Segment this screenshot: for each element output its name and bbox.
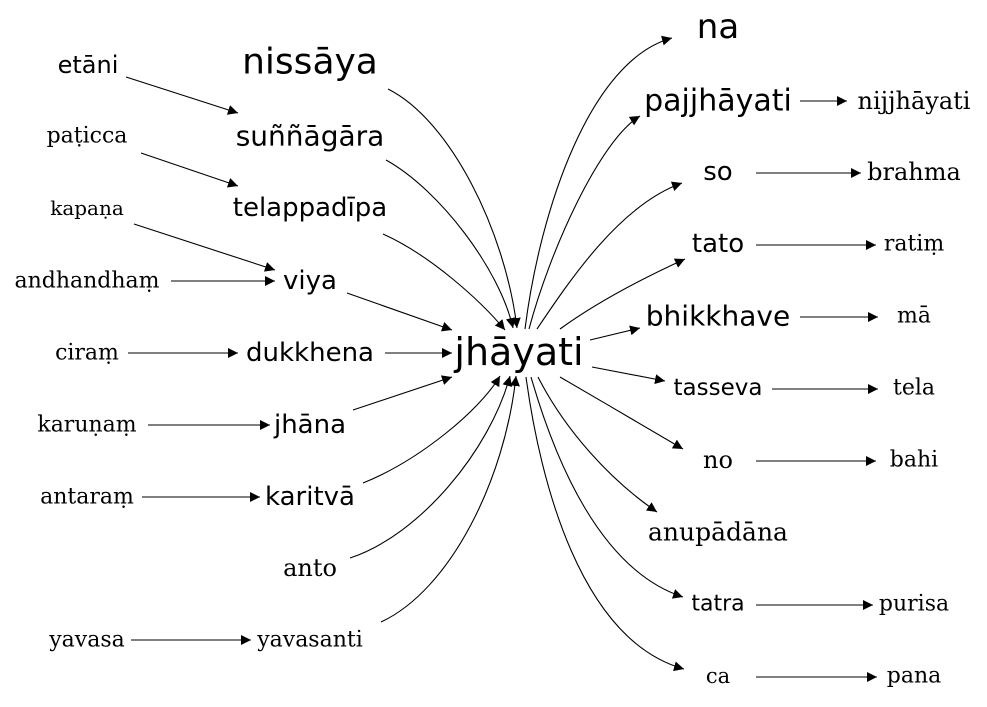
edge-karitva-to-jhayati [362,375,501,484]
node-viya: viya [283,266,337,296]
edge-layer [125,35,878,682]
node-ma: mā [897,304,931,329]
node-jhayati: jhāyati [453,330,583,374]
edge-jhayati-to-ca [525,376,685,672]
node-karitva: karitvā [265,482,355,512]
edge-anto-to-jhayati [349,375,513,559]
node-anto: anto [283,554,337,582]
node-ciram: ciraṃ [55,341,119,366]
node-yavasanti: yavasanti [256,628,363,653]
node-no: no [703,446,733,474]
edge-kapana-to-viya [133,223,276,272]
label-layer: etāni paṭicca kapaṇa andhandhaṃ ciraṃ karuṇaṃ… [14,7,970,689]
node-dukkhena: dukkhena [246,338,374,368]
node-pana: pana [887,664,941,689]
edge-paticca-to-telappadipa [140,152,239,188]
node-jhana: jhāna [273,410,346,440]
edge-jhayati-to-no [559,376,684,450]
edge-jhayati-to-bhikkhave [589,325,641,341]
node-yavasa: yavasa [48,628,125,653]
node-tela: tela [893,376,935,401]
node-kapana: kapaṇa [50,196,124,220]
node-purisa: purisa [879,592,949,617]
node-tasseva: tasseva [674,375,763,401]
edge-jhayati-to-pajjhayati [528,115,641,330]
edge-telappadipa-to-jhayati [382,233,506,331]
edge-nissaya-to-jhayati [387,88,521,329]
node-anupadana: anupādāna [648,518,788,547]
node-nissaya: nissāya [242,42,378,83]
node-ca: ca [706,664,730,688]
node-bhikkhave: bhikkhave [646,300,790,333]
edge-yavasanti-to-jhayati [380,375,520,623]
node-ratim: ratiṃ [884,232,945,257]
node-pajjhayati: pajjhāyati [644,84,792,119]
node-so: so [703,157,732,187]
edge-jhayati-to-anupadana [537,376,658,513]
edge-viya-to-jhayati [346,292,453,332]
node-antaram: antaraṃ [40,485,134,510]
edge-jhayati-to-tatra [530,376,684,599]
edge-jhayati-to-na [524,35,673,330]
edge-etani-to-sunnagara [125,76,239,115]
node-karunam: karuṇaṃ [37,413,136,438]
edge-sunnagara-to-jhayati [385,159,516,329]
node-etani: etāni [58,51,119,79]
node-tato: tato [692,229,744,259]
node-sunnagara: suññāgāra [236,120,385,153]
node-andhandham: andhandhaṃ [14,269,159,294]
node-brahma: brahma [867,158,961,186]
node-paticca: paṭicca [47,124,128,149]
edge-jhayati-to-tato [559,258,686,330]
node-nijjhayati: nijjhāyati [858,87,971,115]
node-na: na [697,7,739,47]
edge-jhana-to-jhayati [352,375,453,411]
node-telappadipa: telappadīpa [233,193,387,223]
edge-jhayati-to-tasseva [591,366,666,385]
node-bahi: bahi [890,448,938,473]
edge-jhayati-to-so [536,181,683,330]
node-tatra: tatra [691,592,744,617]
